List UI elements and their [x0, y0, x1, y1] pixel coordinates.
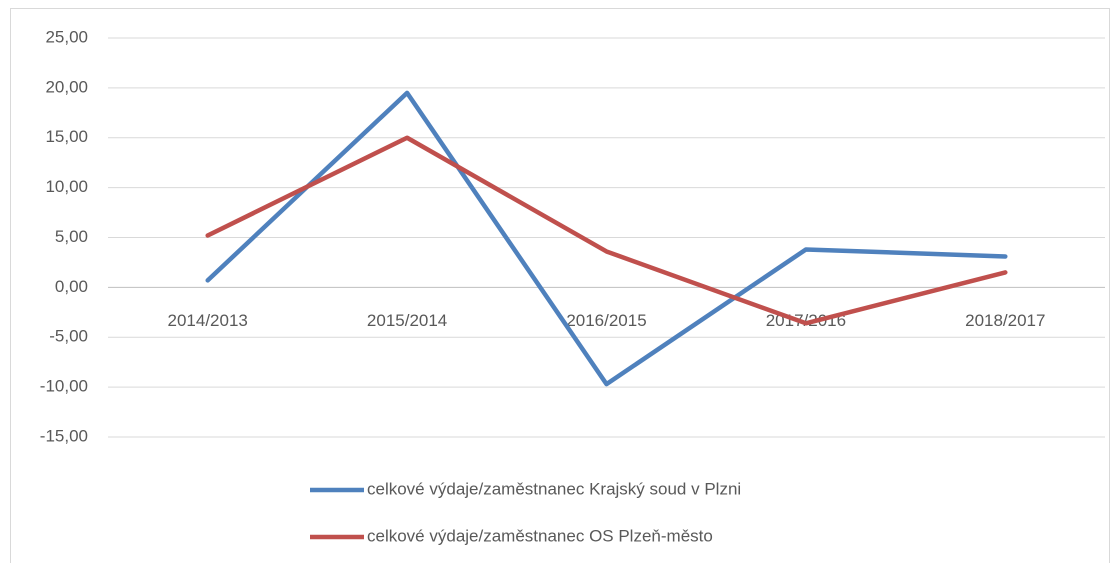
y-tick-label: 10,00 — [45, 177, 88, 196]
series-line — [205, 135, 1008, 326]
series-line — [205, 90, 1008, 387]
y-tick-label: 25,00 — [45, 27, 88, 46]
x-tick-label: 2015/2014 — [367, 311, 447, 330]
y-tick-label: 20,00 — [45, 77, 88, 96]
y-tick-label: 0,00 — [55, 277, 88, 296]
y-tick-label: -15,00 — [40, 426, 88, 445]
chart-border — [10, 8, 1110, 563]
x-tick-label: 2014/2013 — [168, 311, 248, 330]
x-tick-label: 2018/2017 — [965, 311, 1045, 330]
legend-label: celkové výdaje/zaměstnanec OS Plzeň-měst… — [367, 526, 713, 545]
legend-label: celkové výdaje/zaměstnanec Krajský soud … — [367, 479, 741, 498]
x-tick-label: 2016/2015 — [566, 311, 646, 330]
y-tick-label: -5,00 — [49, 327, 88, 346]
y-tick-label: 15,00 — [45, 127, 88, 146]
y-tick-label: 5,00 — [55, 227, 88, 246]
y-tick-label: -10,00 — [40, 377, 88, 396]
